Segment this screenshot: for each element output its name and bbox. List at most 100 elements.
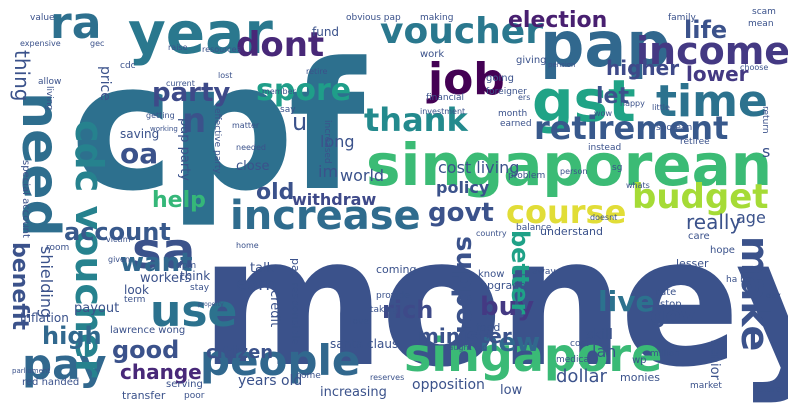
word-resources: resources — [202, 45, 241, 54]
word-going: going — [486, 73, 514, 84]
word-workers: workers — [140, 271, 192, 286]
word-help: help — [152, 188, 206, 213]
word-need: need — [10, 92, 70, 237]
word-year: year — [128, 0, 273, 67]
word-u: u — [292, 108, 308, 136]
word-gov: gov — [650, 304, 696, 329]
word-dpm: dpm — [176, 261, 197, 271]
word-instead: instead — [588, 143, 622, 153]
word-allow: allow — [38, 77, 62, 87]
word-know: know — [478, 269, 505, 280]
word-away: away — [532, 267, 556, 277]
word-getting: getting — [146, 111, 175, 120]
word-food: food — [476, 321, 501, 334]
word-stay: stay — [190, 283, 210, 293]
word-people: people — [200, 336, 361, 385]
word-let: let — [596, 84, 629, 109]
word-increase: increase — [230, 193, 421, 239]
word-happy: happy — [620, 99, 645, 108]
word-earned: earned — [500, 119, 532, 129]
word-value: value — [30, 13, 55, 23]
word-medical: medical — [556, 355, 592, 365]
word-retire: retire — [306, 67, 328, 76]
word-victim: victim — [106, 235, 131, 244]
word-voucher: voucher — [380, 11, 543, 52]
word-stop: stop — [660, 299, 682, 310]
word-santa-claus: santa claus — [330, 337, 399, 351]
word-property: property — [198, 301, 224, 308]
word-love: love — [350, 317, 369, 327]
word-raise: raise — [168, 43, 188, 52]
word-special-account: special account — [20, 160, 31, 238]
word-room: room — [46, 243, 70, 253]
word-look: look — [124, 283, 149, 297]
word-monies: monies — [620, 371, 660, 384]
word-use: use — [150, 286, 238, 337]
word-lower: lower — [686, 62, 749, 86]
word-person: person — [560, 167, 588, 176]
word-gst: gst — [532, 67, 636, 135]
word-sg: sg — [612, 163, 623, 173]
word-age: age — [736, 208, 766, 227]
word-market: market — [690, 381, 722, 391]
word-spore: spore — [256, 73, 352, 108]
word-time: time — [656, 76, 768, 127]
word-home: home — [236, 241, 259, 250]
word-income: income — [636, 29, 788, 73]
word-govt: govt — [428, 198, 494, 228]
word-parliament: parliament — [12, 367, 51, 375]
word-foreigner: foreigner — [486, 87, 527, 97]
word-caught-red: caught red — [444, 343, 488, 352]
word-month: month — [498, 109, 528, 119]
word-taking: taking — [370, 305, 399, 315]
word-little: little — [652, 103, 670, 112]
word-country: country — [476, 229, 507, 238]
word-serving: serving — [166, 379, 203, 390]
word-ra: ra — [50, 0, 102, 49]
word-gec: gec — [90, 39, 105, 48]
word-come: come — [296, 371, 321, 381]
word-mean: mean — [748, 19, 774, 29]
word-shielding: shielding — [37, 246, 56, 319]
word-sporean: sporean — [656, 123, 693, 133]
word-oa: oa — [120, 137, 159, 170]
word-dont: dont — [236, 25, 325, 65]
word-matter: matter — [232, 121, 260, 130]
word-doesnt: doesnt — [590, 213, 618, 222]
word-talk: talk — [250, 261, 275, 276]
word-opposition: opposition — [412, 377, 485, 393]
word-work: work — [420, 49, 445, 60]
word-giving: giving — [516, 55, 547, 66]
word-lawrence-wong: lawrence wong — [110, 325, 186, 336]
word-account: account — [64, 218, 171, 246]
word-pap-party: pap party — [177, 118, 192, 181]
word-increased: increased — [322, 120, 332, 164]
word-term: term — [124, 295, 146, 305]
word-think: think — [180, 269, 211, 283]
word-long: long — [320, 132, 355, 151]
word-citizen: citizen — [206, 342, 274, 363]
word-say: say — [280, 105, 296, 115]
word-thing: thing — [10, 50, 34, 102]
word-pay: pay — [22, 340, 107, 389]
word-want: want — [120, 248, 193, 278]
word-ers: ers — [518, 93, 531, 102]
word-higher: higher — [606, 56, 680, 80]
word-world: world — [340, 166, 385, 185]
word-skill: skill — [586, 327, 614, 343]
word-pap-responsible: pap responsible — [289, 258, 302, 346]
word-financial: financial — [426, 93, 465, 103]
word-choose: choose — [740, 63, 769, 72]
word-expensive: expensive — [20, 39, 61, 48]
word-cost: cost — [570, 339, 589, 349]
word-ha-ha: ha ha — [726, 275, 752, 285]
word-increasing: increasing — [320, 385, 387, 400]
word-life: life — [684, 16, 728, 44]
word-scam: scam — [752, 7, 776, 17]
word-years-old: years old — [238, 373, 303, 389]
word-inflation: inflation — [20, 311, 69, 325]
word-current: current — [166, 79, 195, 88]
word-fund: fund — [312, 25, 340, 39]
word-sa: sa — [132, 222, 196, 280]
